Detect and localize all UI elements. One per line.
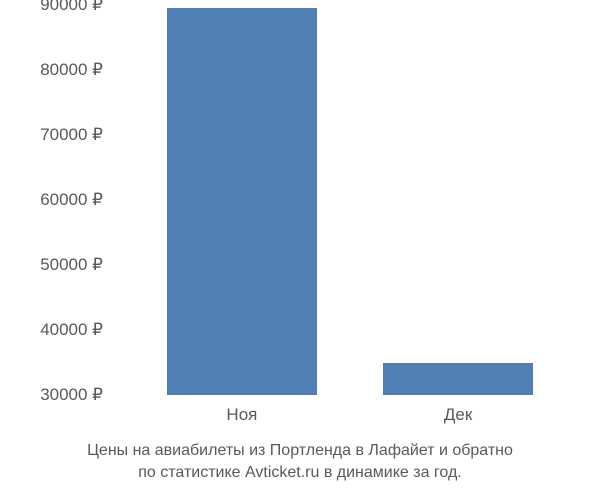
y-tick-label: 80000 ₽ (40, 60, 103, 80)
price-chart: 30000 ₽ 40000 ₽ 50000 ₽ 60000 ₽ 70000 ₽ 80000… (0, 0, 600, 500)
bar-1 (383, 363, 533, 396)
y-tick-label: 70000 ₽ (40, 125, 103, 145)
x-tick-label: Ноя (226, 405, 257, 425)
caption-line-1: Цены на авиабилеты из Портленда в Лафайе… (0, 440, 600, 462)
caption-line-2: по статистике Avticket.ru в динамике за … (0, 462, 600, 484)
x-tick-label: Дек (444, 405, 472, 425)
y-tick-label: 30000 ₽ (40, 385, 103, 405)
plot-area (115, 5, 585, 395)
y-tick-label: 40000 ₽ (40, 320, 103, 340)
chart-caption: Цены на авиабилеты из Портленда в Лафайе… (0, 440, 600, 483)
y-tick-label: 60000 ₽ (40, 190, 103, 210)
y-tick-label: 90000 ₽ (40, 0, 103, 15)
y-tick-label: 50000 ₽ (40, 255, 103, 275)
bar-0 (167, 8, 317, 395)
